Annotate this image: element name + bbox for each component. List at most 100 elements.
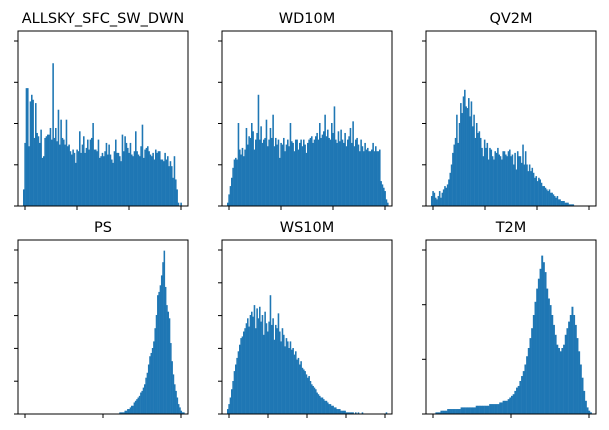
histogram-bar	[103, 156, 105, 206]
histogram-bar	[324, 114, 326, 206]
histogram-bar	[29, 101, 32, 206]
histogram-bar	[123, 151, 125, 206]
histogram-bar	[136, 399, 138, 414]
histogram-bar	[233, 371, 236, 414]
histogram-bar	[28, 146, 30, 206]
histogram-bar	[542, 262, 545, 414]
histogram-bar	[569, 204, 572, 206]
histogram-bar	[524, 364, 527, 414]
histogram-bar	[460, 407, 463, 414]
histogram-bar	[100, 156, 102, 206]
histogram-bar	[564, 334, 567, 414]
histogram-bar	[279, 157, 281, 206]
histogram-bar	[295, 351, 297, 414]
axes-frame	[425, 239, 597, 415]
histogram-bar	[140, 146, 142, 206]
histogram-bar	[93, 149, 96, 206]
histogram-bar	[333, 106, 336, 206]
histogram-bar	[497, 404, 500, 414]
histogram-bar	[281, 328, 284, 414]
histogram-bar	[359, 151, 361, 206]
histogram-bar	[177, 202, 180, 206]
histogram-bar	[509, 397, 512, 414]
histogram-bar	[300, 139, 302, 206]
histogram-bar	[507, 151, 510, 206]
histogram-bar	[534, 177, 536, 206]
histogram-bar	[548, 189, 551, 206]
histogram-bar	[229, 186, 232, 206]
histogram-bar	[483, 139, 486, 206]
histogram-bar	[151, 156, 153, 206]
histogram-bar	[283, 137, 285, 206]
histogram-bar	[181, 412, 184, 414]
histogram-bar	[275, 324, 277, 414]
histogram-bar	[516, 151, 519, 206]
histogram-bar	[511, 395, 513, 414]
histogram-bar	[589, 412, 592, 414]
histogram-bar	[244, 328, 246, 414]
histogram-bar	[257, 318, 260, 414]
histogram-bar	[231, 389, 233, 414]
histogram-bar	[323, 399, 325, 414]
histogram-bar	[240, 154, 242, 206]
histogram-bar	[73, 152, 76, 206]
panel-allsky-sfc-sw-dwn: ALLSKY_SFC_SW_DWN	[14, 11, 189, 210]
histogram-bar	[175, 390, 177, 414]
histogram-bar	[453, 144, 456, 206]
histogram-bar	[177, 404, 180, 414]
histogram-bar	[89, 139, 92, 206]
histogram-bar	[287, 139, 289, 206]
histogram-bar	[36, 132, 38, 206]
histogram-bar	[149, 356, 151, 414]
histogram-bar	[247, 144, 249, 206]
histogram-bar	[355, 412, 357, 414]
histogram-bar	[499, 402, 502, 414]
histogram-bar	[154, 328, 156, 414]
histogram-bar	[532, 315, 535, 414]
histogram-bar	[369, 151, 372, 206]
histogram-bar	[237, 123, 240, 206]
histogram-bar	[553, 324, 555, 414]
histogram-bar	[442, 410, 445, 414]
histogram-bar	[171, 361, 173, 414]
histogram-bar	[482, 156, 485, 206]
histogram-bar	[529, 338, 532, 414]
histogram-bar	[248, 326, 250, 414]
histogram-bar	[153, 341, 155, 414]
histogram-bar	[569, 315, 572, 414]
histogram-bar	[227, 202, 229, 206]
histogram-bar	[165, 159, 168, 206]
histogram-bar	[284, 346, 286, 414]
histogram-bar	[173, 156, 176, 206]
histogram-bar	[71, 154, 73, 206]
histogram-bar	[347, 139, 349, 206]
histogram-bar	[336, 142, 338, 206]
histogram-bar	[296, 359, 298, 414]
histogram-bar	[144, 149, 146, 206]
histogram-bar	[288, 348, 290, 414]
histogram-bar	[377, 151, 380, 206]
histogram-bar	[172, 177, 174, 206]
histogram-bar	[292, 348, 294, 414]
histogram-bar	[25, 88, 28, 206]
histogram-bar	[457, 142, 459, 206]
histogram-bar	[35, 103, 37, 206]
histogram-bar	[360, 139, 362, 206]
histogram-bar	[477, 405, 480, 414]
panel-title: PS	[94, 220, 112, 236]
histogram-bar	[105, 142, 108, 206]
histogram-bar	[125, 410, 128, 414]
axis-ticks	[14, 40, 182, 210]
histogram-bar	[124, 410, 127, 414]
histogram-bar	[127, 147, 129, 206]
histogram-bars	[430, 89, 575, 206]
histogram-bar	[524, 151, 527, 206]
histogram-bar	[475, 405, 478, 414]
histogram-bar	[60, 119, 62, 206]
histogram-bar	[72, 149, 74, 206]
histogram-bar	[554, 334, 557, 414]
histogram-bar	[134, 400, 137, 414]
histogram-bar	[313, 139, 316, 206]
histogram-bar	[304, 371, 306, 414]
histogram-bar	[432, 191, 434, 206]
